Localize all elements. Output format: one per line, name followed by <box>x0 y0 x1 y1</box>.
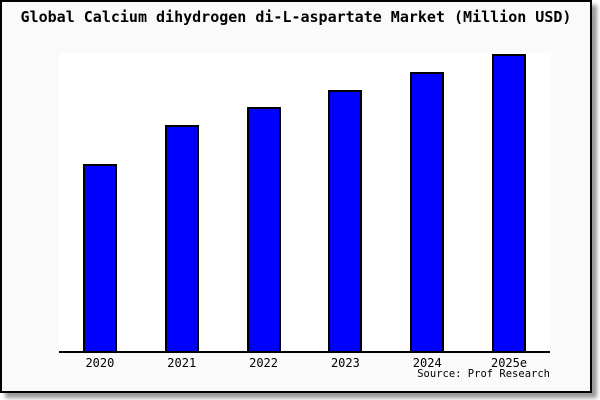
xaxis-ticks: 2020 2021 2022 2023 2024 2025e <box>59 356 550 370</box>
bar-slot-2024 <box>386 53 468 351</box>
xtick-2023: 2023 <box>330 356 360 370</box>
chart-card: Global Calcium dihydrogen di-L-aspartate… <box>0 0 592 393</box>
chart-title: Global Calcium dihydrogen di-L-aspartate… <box>20 8 572 26</box>
plot-area <box>59 53 550 353</box>
xtick-2022: 2022 <box>249 356 279 370</box>
bar-2023 <box>328 89 363 351</box>
bar-slot-2023 <box>304 53 386 351</box>
bar-2024 <box>410 71 445 351</box>
bar-slot-2020 <box>59 53 141 351</box>
bar-2020 <box>82 163 117 351</box>
xtick-2020: 2020 <box>85 356 115 370</box>
bar-2025e <box>492 53 527 351</box>
xtick-2021: 2021 <box>167 356 197 370</box>
bar-slot-2022 <box>223 53 305 351</box>
bar-slot-2025e <box>468 53 550 351</box>
bar-slot-2021 <box>141 53 223 351</box>
source-note: Source: Prof Research <box>417 368 550 380</box>
bar-2021 <box>164 125 199 351</box>
bars-row <box>59 53 550 351</box>
xtick-2024: 2024 <box>412 356 442 370</box>
xtick-2025e: 2025e <box>490 356 528 370</box>
bar-2022 <box>246 107 281 351</box>
